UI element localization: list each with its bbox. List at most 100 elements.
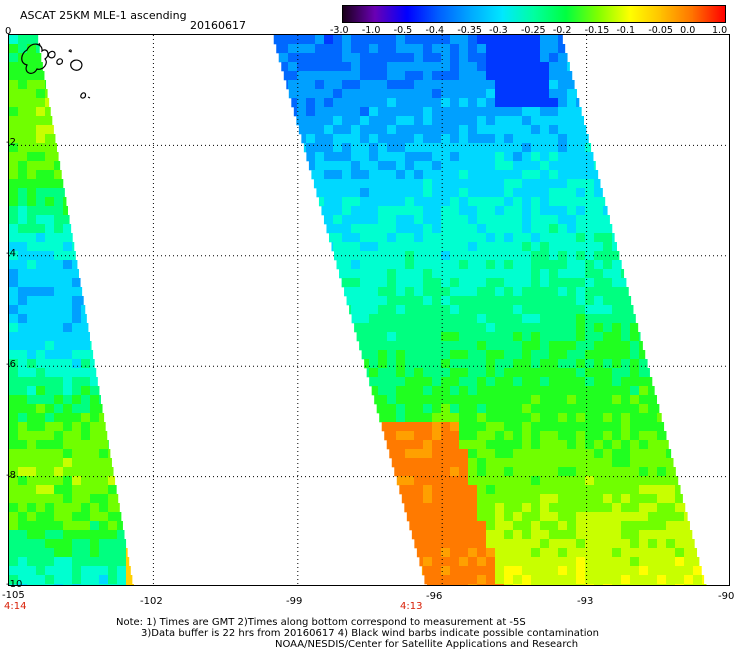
swath-pixel xyxy=(54,431,64,441)
swath-pixel xyxy=(405,503,415,513)
swath-pixel xyxy=(531,71,541,81)
swath-pixel xyxy=(540,386,550,396)
swath-pixel xyxy=(495,314,505,324)
swath-pixel xyxy=(459,323,469,333)
swath-pixel xyxy=(36,134,46,144)
swath-pixel xyxy=(585,143,592,153)
swath-pixel xyxy=(585,566,595,576)
swath-pixel xyxy=(522,314,532,324)
swath-pixel xyxy=(495,134,505,144)
swath-pixel xyxy=(675,476,679,486)
swath-pixel xyxy=(81,449,91,459)
swath-pixel xyxy=(54,566,64,576)
swath-pixel xyxy=(351,242,361,252)
swath-pixel xyxy=(486,287,496,297)
swath-pixel xyxy=(324,44,334,54)
colorbar xyxy=(342,5,726,23)
swath-pixel xyxy=(612,494,622,504)
swath-pixel xyxy=(405,233,415,243)
swath-pixel xyxy=(486,395,496,405)
swath-pixel xyxy=(666,458,674,468)
swath-pixel xyxy=(468,341,478,351)
swath-pixel xyxy=(513,314,523,324)
swath-pixel xyxy=(612,476,622,486)
swath-pixel xyxy=(351,314,361,324)
swath-pixel xyxy=(432,350,442,360)
swath-pixel xyxy=(360,125,370,135)
swath-pixel xyxy=(27,80,37,90)
swath-pixel xyxy=(414,323,424,333)
swath-pixel xyxy=(450,323,460,333)
swath-pixel xyxy=(585,314,595,324)
swath-pixel xyxy=(81,296,84,306)
swath-pixel xyxy=(648,485,658,495)
wind-map[interactable] xyxy=(8,34,730,586)
swath-pixel xyxy=(531,503,541,513)
swath-pixel xyxy=(576,548,586,558)
swath-pixel xyxy=(27,269,37,279)
colorbar-tick-label: -0.25 xyxy=(521,25,546,36)
swath-pixel xyxy=(603,548,613,558)
swath-pixel xyxy=(27,314,37,324)
swath-pixel xyxy=(450,53,460,63)
swath-pixel xyxy=(378,341,388,351)
swath-pixel xyxy=(27,161,37,171)
swath-pixel xyxy=(468,62,478,72)
swath-pixel xyxy=(441,269,451,279)
swath-pixel xyxy=(468,377,478,387)
swath-pixel xyxy=(567,215,577,225)
swath-pixel xyxy=(531,188,541,198)
swath-pixel xyxy=(396,260,406,270)
swath-pixel xyxy=(333,98,343,108)
swath-pixel xyxy=(666,557,676,567)
swath-pixel xyxy=(18,503,28,513)
swath-pixel xyxy=(441,575,451,585)
swath-pixel xyxy=(468,125,478,135)
swath-pixel xyxy=(504,404,514,414)
swath-pixel xyxy=(414,242,424,252)
swath-pixel xyxy=(522,206,532,216)
swath-pixel xyxy=(522,359,532,369)
swath-pixel xyxy=(9,404,19,414)
swath-pixel xyxy=(576,521,586,531)
swath-pixel xyxy=(414,314,424,324)
swath-pixel xyxy=(585,503,595,513)
swath-pixel xyxy=(351,251,361,261)
swath-pixel xyxy=(396,386,406,396)
swath-pixel xyxy=(72,242,75,252)
swath-pixel xyxy=(486,575,496,585)
swath-pixel xyxy=(45,404,55,414)
swath-pixel xyxy=(36,413,46,423)
swath-pixel xyxy=(468,233,478,243)
swath-pixel xyxy=(603,521,613,531)
swath-pixel xyxy=(54,422,64,432)
swath-pixel xyxy=(90,431,100,441)
swath-pixel xyxy=(567,224,577,234)
swath-pixel xyxy=(361,350,370,360)
swath-pixel xyxy=(54,305,64,315)
swath-pixel xyxy=(549,440,559,450)
swath-pixel xyxy=(423,233,433,243)
swath-pixel xyxy=(675,503,685,513)
swath-pixel xyxy=(486,71,496,81)
swath-pixel xyxy=(9,557,19,567)
swath-pixel xyxy=(513,386,523,396)
swath-pixel xyxy=(441,449,451,459)
swath-pixel xyxy=(540,152,550,162)
swath-pixel xyxy=(594,539,604,549)
swath-pixel xyxy=(54,521,64,531)
swath-pixel xyxy=(414,476,424,486)
swath-pixel xyxy=(477,215,487,225)
swath-pixel xyxy=(531,80,541,90)
swath-pixel xyxy=(351,269,361,279)
swath-pixel xyxy=(504,575,514,585)
swath-pixel xyxy=(477,467,487,477)
swath-pixel xyxy=(576,350,586,360)
swath-pixel xyxy=(45,269,55,279)
swath-pixel xyxy=(594,413,604,423)
swath-pixel xyxy=(477,62,487,72)
swath-pixel xyxy=(45,296,55,306)
swath-pixel xyxy=(549,341,559,351)
colorbar-segment xyxy=(343,6,376,22)
swath-pixel xyxy=(567,233,577,243)
